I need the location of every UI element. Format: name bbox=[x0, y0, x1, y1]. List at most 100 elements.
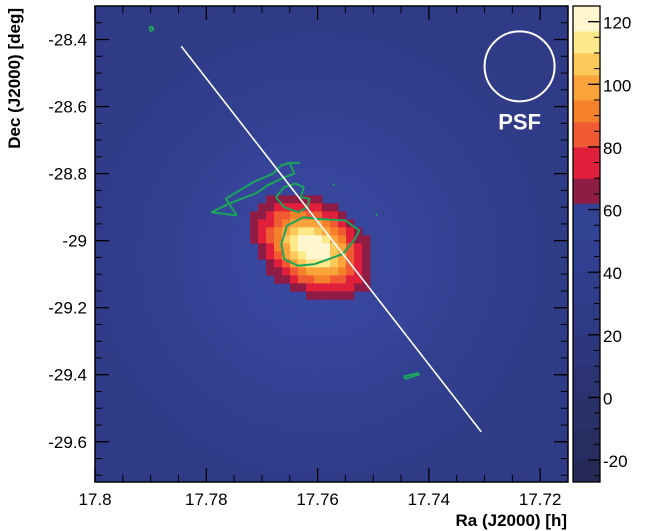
excess-pixel bbox=[322, 275, 331, 284]
excess-pixel bbox=[266, 211, 275, 220]
excess-pixel bbox=[362, 235, 371, 244]
excess-pixel bbox=[362, 283, 371, 292]
excess-pixel bbox=[338, 275, 347, 284]
excess-pixel bbox=[250, 227, 259, 236]
colorbar-band bbox=[573, 99, 600, 123]
excess-pixel bbox=[306, 251, 315, 260]
excess-pixel bbox=[322, 267, 331, 276]
excess-pixel bbox=[314, 227, 323, 236]
excess-pixel bbox=[290, 227, 299, 236]
excess-pixel bbox=[274, 259, 283, 268]
x-axis-title: Ra (J2000) [h] bbox=[456, 511, 567, 530]
excess-pixel bbox=[346, 275, 355, 284]
excess-pixel bbox=[330, 267, 339, 276]
x-tick-label: 17.74 bbox=[408, 490, 451, 509]
excess-pixel bbox=[330, 235, 339, 244]
excess-pixel bbox=[314, 275, 323, 284]
excess-pixel bbox=[298, 251, 307, 260]
excess-pixel bbox=[266, 259, 275, 268]
psf-circle bbox=[483, 30, 556, 103]
x-axis: 17.8 17.78 17.76 17.74 17.72 bbox=[78, 6, 569, 509]
plot-frame bbox=[94, 5, 569, 483]
excess-pixel bbox=[314, 203, 323, 212]
excess-pixel bbox=[290, 251, 299, 260]
y-tick-label: -28.4 bbox=[48, 31, 87, 50]
excess-pixel bbox=[338, 227, 347, 236]
contour-right-dot bbox=[375, 213, 378, 217]
excess-pixel bbox=[266, 227, 275, 236]
excess-pixel bbox=[330, 251, 339, 260]
excess-pixel bbox=[346, 283, 355, 292]
contour-main bbox=[280, 216, 361, 267]
excess-pixel bbox=[346, 291, 355, 300]
excess-pixel bbox=[290, 203, 299, 212]
excess-pixel bbox=[274, 267, 283, 276]
excess-pixel bbox=[330, 283, 339, 292]
excess-pixel bbox=[274, 227, 283, 236]
excess-pixel bbox=[322, 235, 331, 244]
x-tick-label: 17.76 bbox=[296, 490, 339, 509]
excess-pixel bbox=[290, 219, 299, 228]
excess-pixel bbox=[250, 219, 259, 228]
excess-pixel bbox=[266, 267, 275, 276]
colorbar-tick-label: 20 bbox=[603, 327, 622, 346]
excess-pixel bbox=[362, 267, 371, 276]
excess-pixel bbox=[338, 291, 347, 300]
excess-pixel bbox=[266, 243, 275, 252]
excess-pixel bbox=[298, 195, 307, 204]
excess-pixel bbox=[274, 243, 283, 252]
colorbar-frame bbox=[572, 5, 601, 483]
excess-pixel bbox=[306, 219, 315, 228]
excess-pixel bbox=[298, 211, 307, 220]
excess-pixel bbox=[354, 267, 363, 276]
contour-small-right bbox=[332, 183, 336, 186]
excess-pixel bbox=[298, 227, 307, 236]
excess-pixel bbox=[274, 219, 283, 228]
x-tick-label: 17.72 bbox=[519, 490, 562, 509]
excess-pixel bbox=[314, 267, 323, 276]
excess-pixel bbox=[306, 267, 315, 276]
excess-pixel bbox=[322, 219, 331, 228]
excess-pixel bbox=[354, 235, 363, 244]
excess-pixel bbox=[354, 251, 363, 260]
excess-pixel bbox=[314, 291, 323, 300]
excess-pixel bbox=[314, 243, 323, 252]
psf-label: PSF bbox=[498, 109, 541, 134]
excess-pixel bbox=[266, 235, 275, 244]
y-tick-label: -28.8 bbox=[48, 165, 87, 184]
y-tick-label: -28.6 bbox=[48, 98, 87, 117]
x-tick-label: 17.8 bbox=[78, 490, 111, 509]
colorbar-band bbox=[573, 6, 600, 32]
excess-pixel bbox=[322, 251, 331, 260]
excess-pixel bbox=[362, 243, 371, 252]
excess-pixel bbox=[290, 195, 299, 204]
x-tick-label: 17.78 bbox=[185, 490, 228, 509]
colorbar-band bbox=[573, 74, 600, 101]
excess-pixel bbox=[354, 243, 363, 252]
excess-pixel bbox=[330, 219, 339, 228]
excess-pixel bbox=[362, 275, 371, 284]
excess-pixel bbox=[306, 203, 315, 212]
excess-pixel bbox=[314, 211, 323, 220]
colorbar-tick-label: 100 bbox=[603, 76, 631, 95]
excess-pixel bbox=[322, 259, 331, 268]
excess-pixel bbox=[290, 243, 299, 252]
excess-pixel bbox=[314, 251, 323, 260]
contour-far-top-left bbox=[148, 25, 155, 33]
y-tick-label: -29 bbox=[62, 232, 87, 251]
excess-pixel bbox=[298, 283, 307, 292]
excess-pixel bbox=[362, 259, 371, 268]
excess-pixel bbox=[258, 219, 267, 228]
excess-pixel bbox=[290, 211, 299, 220]
excess-pixel bbox=[354, 259, 363, 268]
excess-pixel bbox=[266, 219, 275, 228]
excess-pixel bbox=[290, 267, 299, 276]
excess-pixel bbox=[306, 227, 315, 236]
excess-pixel bbox=[258, 227, 267, 236]
excess-pixel bbox=[306, 243, 315, 252]
y-axis-title: Dec (J2000) [deg] bbox=[5, 8, 24, 149]
excess-pixel bbox=[330, 259, 339, 268]
colorbar-tick-label: 60 bbox=[603, 202, 622, 221]
excess-pixel bbox=[266, 195, 275, 204]
